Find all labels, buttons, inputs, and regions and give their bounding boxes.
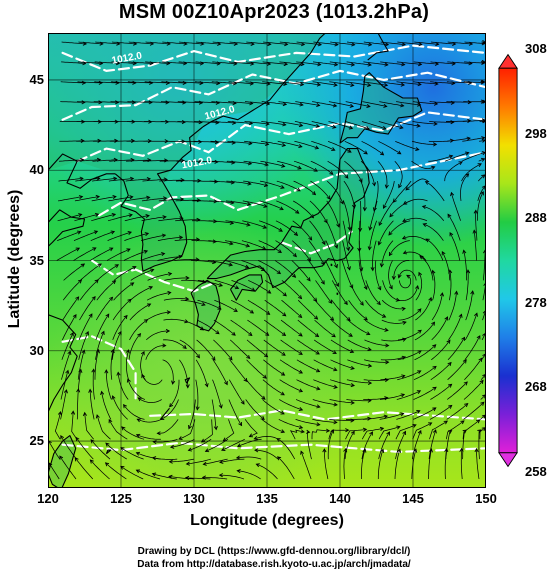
y-tick-label: 45 [29, 71, 44, 87]
colorbar [498, 53, 518, 468]
coastline-segment [48, 209, 86, 248]
coastline-segment [48, 153, 116, 189]
y-tick-label: 40 [29, 162, 44, 178]
isobar-line [61, 44, 486, 73]
coastline-segment [336, 292, 339, 296]
land-patch [207, 148, 370, 288]
coastline-segment [105, 449, 112, 455]
y-axis-label: Latitude (degrees) [6, 189, 23, 329]
coastline-segment [339, 72, 423, 144]
coastline-segment [367, 33, 389, 61]
land-shading [48, 33, 422, 488]
isobar-line [280, 230, 353, 255]
x-tick-label: 125 [110, 491, 132, 506]
coastline-segment [48, 314, 78, 413]
x-tick-label: 120 [37, 491, 59, 506]
wind-streamlines [48, 40, 486, 480]
coastline-segment [206, 148, 370, 289]
colorbar-label: 298 [525, 125, 547, 141]
coastlines [48, 33, 423, 488]
coastline-segment [202, 33, 326, 128]
map-title: MSM 00Z10Apr2023 (1013.2hPa) [118, 1, 430, 23]
coastline-segment [48, 435, 77, 488]
coastline-segment [230, 274, 264, 301]
coastline-segment [159, 408, 170, 420]
x-tick-label: 140 [329, 491, 351, 506]
x-tick-label: 145 [402, 491, 424, 506]
isobar-line [61, 441, 486, 454]
isobar-line [98, 151, 486, 217]
isobar-line [76, 111, 486, 163]
streamline-set [48, 41, 486, 480]
colorbar-gradient [498, 67, 518, 454]
isobar-line [149, 409, 486, 421]
colorbar-top-arrow [498, 53, 518, 69]
land-patch [340, 72, 422, 144]
x-tick-label: 135 [256, 491, 278, 506]
coastline-segment [114, 126, 204, 272]
coastline-segment [330, 263, 333, 267]
colorbar-label: 288 [525, 210, 547, 226]
isobar-line [61, 69, 486, 121]
x-tick-label: 150 [475, 491, 497, 506]
y-tick-label: 30 [29, 342, 44, 358]
footer-credit: Drawing by DCL (https://www.gfd-dennou.o… [137, 546, 411, 557]
x-axis-label: Longitude (degrees) [190, 512, 344, 529]
footer-data-source: Data from http://database.rish.kyoto-u.a… [137, 559, 411, 570]
y-tick-label: 35 [29, 252, 44, 268]
colorbar-label: 268 [525, 379, 547, 395]
land-patch [230, 274, 263, 301]
x-tick-label: 130 [183, 491, 205, 506]
plot-area: 1012.0 1012.0 1012.0 [48, 33, 486, 488]
colorbar-label: 278 [525, 294, 547, 310]
contour-label: 1012.0 [111, 50, 143, 66]
isobar-line [61, 335, 137, 401]
colorbar-label: 258 [525, 464, 547, 479]
streamline-arrowheads [48, 40, 486, 480]
y-tick-label: 25 [29, 433, 44, 449]
isobar-contours [61, 44, 486, 454]
isobar-line [90, 259, 217, 293]
contour-label: 1012.0 [181, 155, 213, 171]
coastline-segment [190, 279, 221, 332]
colorbar-label: 308 [525, 41, 547, 56]
colorbar-bottom-arrow [498, 452, 518, 468]
continent-land [48, 33, 326, 272]
